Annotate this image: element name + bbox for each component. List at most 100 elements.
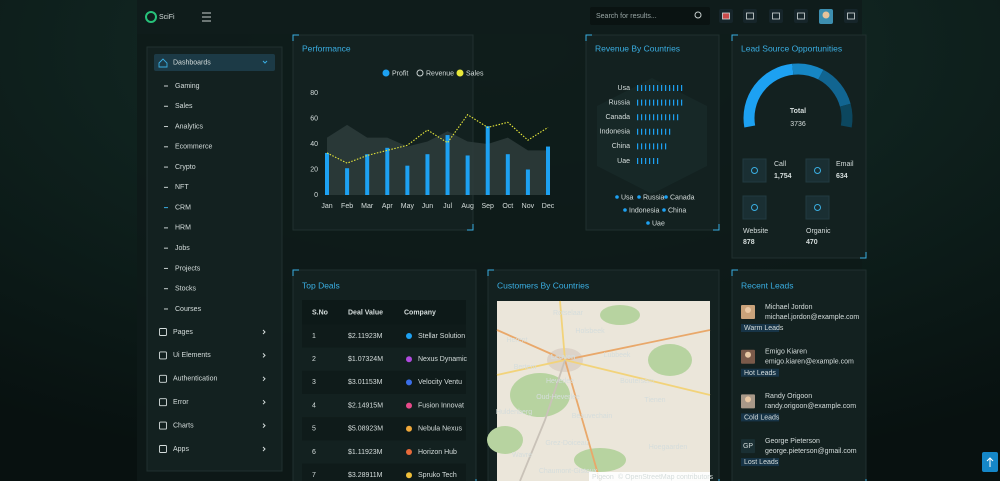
lead-icon: [751, 167, 758, 174]
fullscreen-icon[interactable]: [746, 12, 754, 20]
section-icon: [159, 398, 167, 407]
settings-button[interactable]: [844, 9, 858, 23]
x-tick-label: Nov: [522, 203, 535, 210]
menu-section[interactable]: Authentication: [173, 376, 217, 383]
card-corner: [585, 34, 720, 231]
performance-card: [292, 34, 474, 231]
logo: SciFi: [159, 14, 175, 21]
table-cell: 5: [312, 426, 316, 433]
menu-section[interactable]: Apps: [173, 446, 189, 453]
lead-value: 1,754: [774, 173, 792, 180]
header: [137, 0, 862, 34]
legend-marker: [382, 69, 390, 77]
submenu-item[interactable]: Crypto: [175, 164, 196, 171]
legend-marker: [637, 195, 641, 199]
scroll-top-icon[interactable]: [986, 457, 994, 467]
donut-segment: [743, 63, 794, 128]
search-icon[interactable]: [694, 11, 702, 19]
menu-section[interactable]: Ui Elements: [173, 352, 211, 359]
card-corner: [292, 34, 474, 231]
card-title: Recent Leads: [741, 280, 793, 290]
legend-label: Russia: [643, 194, 665, 201]
map-forest: [510, 373, 570, 417]
donut-segment: [839, 103, 853, 128]
map-label: Tienen: [644, 397, 665, 404]
chevron: [262, 376, 266, 382]
legend-marker: [615, 195, 619, 199]
legend-label: Sales: [466, 70, 484, 77]
apps-icon[interactable]: [772, 12, 780, 20]
legend-label: China: [668, 207, 686, 214]
profit-bar: [546, 146, 550, 195]
submenu-item[interactable]: Sales: [175, 103, 193, 110]
chevron: [262, 423, 266, 428]
attribution-link[interactable]: Pigeon: [592, 474, 614, 481]
x-tick-label: Aug: [461, 203, 474, 210]
lead-icon-box: [805, 195, 830, 220]
table-cell: Stellar Solution: [418, 333, 465, 340]
lead-label: Email: [836, 161, 854, 168]
submenu-item[interactable]: Jobs: [175, 245, 190, 252]
submenu-item[interactable]: HRM: [175, 225, 191, 232]
submenu-item[interactable]: Ecommerce: [175, 144, 212, 151]
menu-group: Dashboards: [173, 59, 211, 66]
y-tick-label: 20: [310, 166, 318, 173]
lead-name: Emigo Kiaren: [765, 349, 807, 356]
lead-label: Call: [774, 161, 787, 168]
lead-value: 878: [743, 239, 755, 246]
profit-bar: [385, 147, 390, 195]
notifications-button[interactable]: [794, 9, 808, 23]
notifications-icon[interactable]: [797, 12, 805, 20]
submenu-item[interactable]: CRM: [175, 204, 191, 211]
submenu-item[interactable]: Gaming: [175, 83, 200, 90]
company-logo: [406, 356, 412, 363]
lead-tag: [741, 324, 779, 332]
submenu-item[interactable]: NFT: [175, 184, 189, 191]
settings-icon[interactable]: [847, 12, 855, 20]
legend-label: Canada: [670, 194, 695, 201]
table-cell: $3.28911M: [348, 472, 383, 479]
submenu-item[interactable]: Courses: [175, 306, 202, 313]
menu-section[interactable]: Pages: [173, 329, 193, 336]
y-tick-label: 0: [314, 192, 318, 199]
lead-icon: [751, 204, 758, 211]
legend-marker: [662, 208, 666, 212]
map-road: [519, 359, 566, 481]
card-corner: [487, 269, 720, 481]
card-corner: [292, 269, 477, 481]
table-cell: Spruko Tech: [418, 472, 457, 479]
donut-segment: [792, 63, 824, 80]
legend-marker: [664, 195, 668, 199]
chevron: [262, 353, 266, 358]
menu-section[interactable]: Error: [173, 399, 189, 406]
x-tick-label: Oct: [502, 203, 513, 210]
map-road: [564, 359, 601, 481]
table-cell: $1.11923M: [348, 449, 383, 456]
company-logo: [406, 449, 412, 455]
table-row: [302, 370, 466, 394]
map-label: Heverlee: [546, 378, 574, 385]
lead-icon-box: [742, 195, 767, 220]
menu-active[interactable]: [154, 54, 275, 71]
card-corner: [731, 269, 867, 481]
menu-section[interactable]: Charts: [173, 422, 194, 429]
submenu-item[interactable]: Projects: [175, 265, 201, 272]
search-box[interactable]: [590, 7, 710, 25]
table-cell: $2.14915M: [348, 402, 383, 409]
apps-button[interactable]: [769, 9, 783, 23]
logo-icon: [145, 11, 157, 23]
x-tick-label: Feb: [341, 203, 353, 210]
y-tick-label: 60: [310, 115, 318, 122]
sidebar: [146, 46, 283, 472]
submenu-item[interactable]: Stocks: [175, 286, 197, 293]
legend-label: Usa: [621, 194, 634, 201]
table-header-cell: Company: [404, 309, 436, 316]
section-icon: [159, 421, 167, 430]
submenu-item[interactable]: Analytics: [175, 123, 204, 130]
table-cell: 2: [312, 356, 316, 363]
fullscreen-button[interactable]: [743, 9, 757, 23]
flag-icon[interactable]: [722, 12, 730, 20]
profile-face[interactable]: [822, 11, 830, 19]
x-tick-label: Apr: [382, 203, 394, 210]
lead-email: emigo.kiaren@example.com: [765, 359, 854, 366]
